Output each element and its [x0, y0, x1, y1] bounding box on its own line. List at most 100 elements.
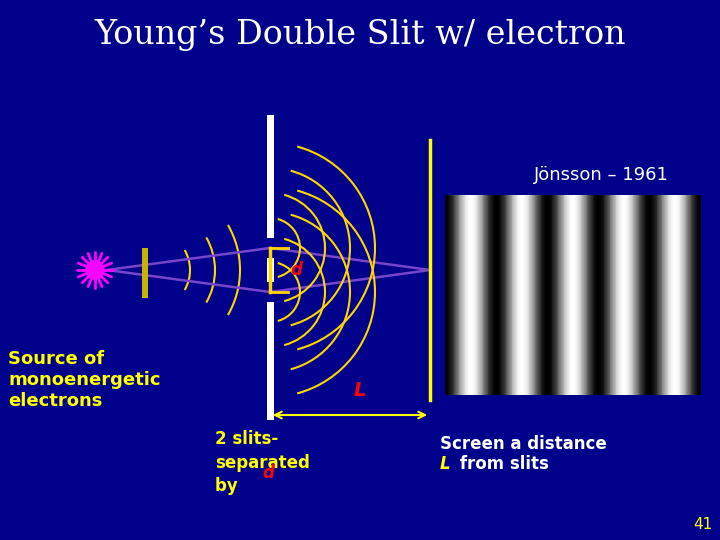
Bar — [601, 195, 603, 395]
Bar — [607, 195, 608, 395]
Bar — [583, 195, 585, 395]
Bar — [526, 195, 527, 395]
Bar — [635, 195, 636, 395]
Bar — [534, 195, 535, 395]
Bar — [467, 195, 469, 395]
Bar — [454, 195, 456, 395]
Bar — [541, 195, 543, 395]
Bar — [540, 195, 541, 395]
Bar — [695, 195, 696, 395]
Bar — [522, 195, 523, 395]
Bar — [685, 195, 687, 395]
Bar — [448, 195, 449, 395]
Bar — [555, 195, 557, 395]
Bar — [679, 195, 680, 395]
Bar — [656, 195, 657, 395]
Bar — [568, 195, 569, 395]
Bar — [585, 195, 587, 395]
Bar — [449, 195, 451, 395]
Bar — [551, 195, 552, 395]
Bar — [644, 195, 645, 395]
Bar — [565, 195, 567, 395]
Bar — [504, 195, 505, 395]
Bar — [584, 195, 585, 395]
Bar — [628, 195, 629, 395]
Bar — [645, 195, 647, 395]
Bar — [603, 195, 604, 395]
Bar — [556, 195, 557, 395]
Bar — [589, 195, 590, 395]
Bar — [467, 195, 468, 395]
Bar — [608, 195, 610, 395]
Bar — [587, 195, 588, 395]
Bar — [527, 195, 528, 395]
Text: d: d — [262, 464, 274, 482]
Bar — [523, 195, 524, 395]
Bar — [547, 195, 549, 395]
Bar — [488, 195, 490, 395]
Bar — [598, 195, 599, 395]
Bar — [481, 195, 482, 395]
Bar — [672, 195, 674, 395]
Bar — [492, 195, 493, 395]
Bar — [687, 195, 688, 395]
Bar — [500, 195, 501, 395]
Bar — [631, 195, 632, 395]
Bar — [625, 195, 626, 395]
Bar — [652, 195, 653, 395]
Bar — [506, 195, 508, 395]
Bar — [658, 195, 660, 395]
Bar — [513, 195, 515, 395]
Bar — [472, 195, 474, 395]
Bar — [487, 195, 489, 395]
Bar — [685, 195, 686, 395]
Bar — [654, 195, 655, 395]
Bar — [534, 195, 536, 395]
Bar — [662, 195, 663, 395]
Bar — [654, 195, 656, 395]
Bar — [665, 195, 667, 395]
Bar — [634, 195, 635, 395]
Bar — [458, 195, 459, 395]
Bar — [550, 195, 552, 395]
Bar — [617, 195, 618, 395]
Bar — [462, 195, 464, 395]
Bar — [629, 195, 630, 395]
Bar — [677, 195, 678, 395]
Bar — [492, 195, 494, 395]
Bar — [639, 195, 640, 395]
Bar — [622, 195, 624, 395]
Bar — [554, 195, 556, 395]
Bar — [593, 195, 594, 395]
Bar — [629, 195, 631, 395]
Bar — [619, 195, 621, 395]
Bar — [672, 195, 673, 395]
Bar — [511, 195, 513, 395]
Bar — [603, 195, 605, 395]
Bar — [642, 195, 644, 395]
Bar — [630, 195, 631, 395]
Bar — [545, 195, 546, 395]
Bar — [508, 195, 510, 395]
Bar — [626, 195, 628, 395]
Bar — [700, 195, 701, 395]
Bar — [643, 195, 644, 395]
Bar — [498, 195, 499, 395]
Text: from slits: from slits — [454, 455, 549, 473]
Text: L: L — [354, 381, 366, 400]
Bar — [621, 195, 623, 395]
Bar — [662, 195, 664, 395]
Bar — [582, 195, 584, 395]
Bar — [661, 195, 662, 395]
Bar — [503, 195, 504, 395]
Bar — [266, 258, 274, 282]
Bar — [674, 195, 675, 395]
Bar — [266, 115, 274, 238]
Bar — [602, 195, 603, 395]
Bar — [690, 195, 692, 395]
Bar — [494, 195, 495, 395]
Text: Young’s Double Slit w/ electron: Young’s Double Slit w/ electron — [94, 19, 626, 51]
Bar — [525, 195, 526, 395]
Bar — [549, 195, 550, 395]
Bar — [640, 195, 642, 395]
